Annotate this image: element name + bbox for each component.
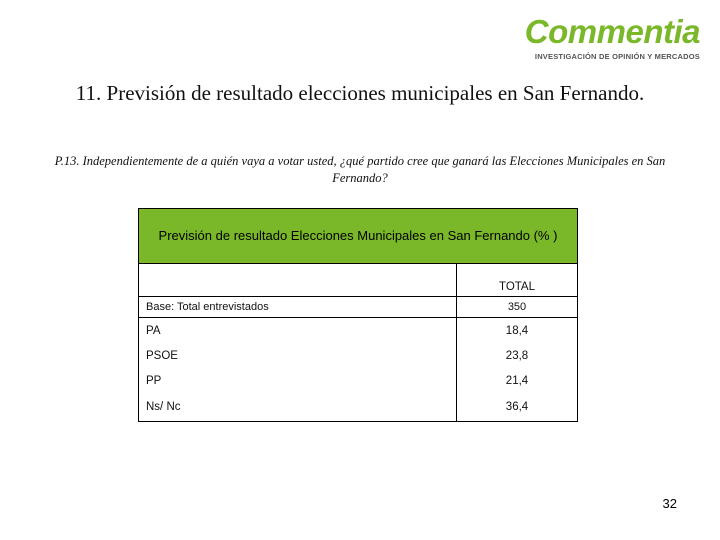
column-header-row: TOTAL bbox=[139, 264, 577, 297]
row-value: 18,4 bbox=[505, 324, 529, 337]
row-label: Base: Total entrevistados bbox=[139, 297, 457, 317]
commentia-logo: Commentia INVESTIGACIÓN DE OPINIÓN Y MER… bbox=[500, 13, 701, 62]
results-table: Previsión de resultado Elecciones Munici… bbox=[138, 208, 578, 422]
column-header-total: TOTAL bbox=[499, 281, 535, 293]
row-value: 36,4 bbox=[505, 401, 529, 413]
table-row: PSOE 23,8 bbox=[139, 343, 577, 368]
row-value: 23,8 bbox=[505, 349, 529, 362]
table-body: TOTAL Base: Total entrevistados 350 PA 1… bbox=[138, 264, 578, 422]
table-header: Previsión de resultado Elecciones Munici… bbox=[138, 208, 578, 264]
column-header-empty bbox=[139, 264, 457, 296]
row-label: Ns/ Nc bbox=[139, 393, 457, 421]
survey-question: P.13. Independientemente de a quién vaya… bbox=[54, 154, 666, 185]
logo-wordmark: Commentia bbox=[524, 13, 701, 50]
table-row: PA 18,4 bbox=[139, 318, 577, 343]
row-label: PSOE bbox=[139, 343, 457, 368]
table-row-base: Base: Total entrevistados 350 bbox=[139, 297, 577, 318]
table-row: Ns/ Nc 36,4 bbox=[139, 393, 577, 421]
logo-tagline: INVESTIGACIÓN DE OPINIÓN Y MERCADOS bbox=[534, 52, 700, 61]
row-value: 350 bbox=[507, 301, 527, 313]
page-number: 32 bbox=[662, 496, 677, 511]
slide-title: 11. Previsión de resultado elecciones mu… bbox=[75, 81, 645, 105]
row-value: 21,4 bbox=[505, 374, 529, 387]
row-label: PA bbox=[139, 318, 457, 343]
table-row: PP 21,4 bbox=[139, 368, 577, 393]
row-label: PP bbox=[139, 368, 457, 393]
